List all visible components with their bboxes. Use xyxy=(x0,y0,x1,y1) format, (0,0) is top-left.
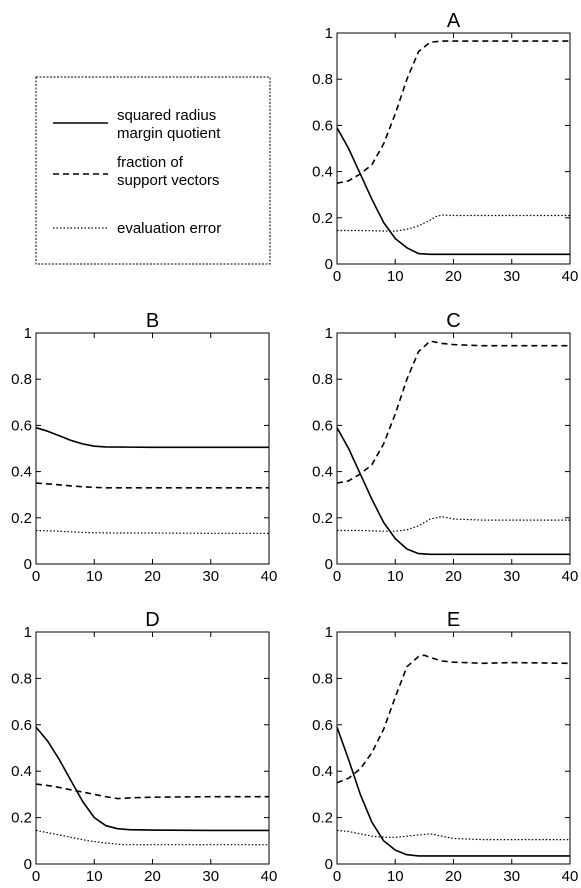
y-tick-label: 0.6 xyxy=(312,417,333,434)
series-line-solid xyxy=(336,427,570,556)
y-tick-label: 0.8 xyxy=(11,371,32,388)
y-tick-label: 0.8 xyxy=(312,670,333,687)
legend-label: support vectors xyxy=(117,172,220,189)
y-tick-label: 0.2 xyxy=(312,510,333,527)
plot-frame xyxy=(35,332,270,565)
x-tick-label: 40 xyxy=(562,268,579,285)
y-tick-label: 0 xyxy=(325,856,333,873)
series-line-solid xyxy=(35,726,269,832)
x-tick-label: 30 xyxy=(503,568,520,585)
y-tick-label: 1 xyxy=(325,624,333,641)
x-tick-label: 20 xyxy=(445,568,462,585)
panel-b: B 0 10 20 30 40 0 0.2 0.4 0.6 0.8 1 xyxy=(11,310,277,585)
x-tick-label: 30 xyxy=(503,868,520,885)
y-tick-label: 0 xyxy=(325,256,333,273)
y-tick-label: 0.6 xyxy=(312,717,333,734)
x-tick-label: 0 xyxy=(333,568,341,585)
y-tick-label: 0.6 xyxy=(11,717,32,734)
x-tick-label: 40 xyxy=(562,568,579,585)
series-line-dotted xyxy=(337,515,570,532)
x-tick-label: 30 xyxy=(503,268,520,285)
legend-label: evaluation error xyxy=(117,220,221,237)
y-tick-label: 0.8 xyxy=(312,71,333,88)
panel-title: A xyxy=(447,10,461,32)
legend-label: fraction of xyxy=(117,154,184,171)
series-line-dashed xyxy=(336,654,571,784)
legend-box xyxy=(35,76,271,265)
y-tick-label: 0 xyxy=(24,556,32,573)
y-tick-label: 1 xyxy=(325,25,333,42)
panel-c: C 0 10 20 30 40 0 0.2 0.4 0.6 0.8 1 xyxy=(312,310,578,585)
series-line-dashed xyxy=(336,340,570,484)
panel-e: E 0 10 20 30 40 0 0.2 0.4 0.6 0.8 1 xyxy=(312,609,578,885)
legend-entry-dotted: evaluation error xyxy=(53,220,221,237)
x-tick-label: 0 xyxy=(32,568,40,585)
y-tick-label: 0.6 xyxy=(11,417,32,434)
series-line-dashed xyxy=(35,783,269,800)
y-tick-label: 0.8 xyxy=(11,670,32,687)
y-tick-label: 1 xyxy=(24,624,32,641)
panel-title: E xyxy=(447,609,460,631)
x-tick-label: 10 xyxy=(387,868,404,885)
x-tick-label: 10 xyxy=(86,868,103,885)
x-tick-label: 20 xyxy=(144,868,161,885)
x-tick-label: 0 xyxy=(333,268,341,285)
y-tick-label: 0.4 xyxy=(312,763,333,780)
plot-frame xyxy=(336,631,571,865)
panel-title: B xyxy=(146,310,159,332)
y-tick-label: 0.2 xyxy=(11,810,32,827)
series-line-dotted xyxy=(35,529,269,534)
panel-a: A 0 10 20 30 40 0 0.2 0.4 0.6 0.8 1 xyxy=(312,10,578,285)
x-tick-label: 20 xyxy=(445,868,462,885)
x-tick-label: 0 xyxy=(32,868,40,885)
series-line-dashed xyxy=(336,40,570,184)
legend-label: margin quotient xyxy=(117,125,221,142)
y-tick-label: 0 xyxy=(325,556,333,573)
legend-label: squared radius xyxy=(117,107,216,124)
x-tick-label: 40 xyxy=(261,868,278,885)
y-tick-label: 0.4 xyxy=(312,464,333,481)
series-line-dotted xyxy=(336,829,570,841)
series-line-solid xyxy=(336,127,570,256)
x-tick-label: 10 xyxy=(86,568,103,585)
y-tick-label: 0.4 xyxy=(11,763,32,780)
x-tick-label: 0 xyxy=(333,868,341,885)
x-tick-label: 30 xyxy=(202,868,219,885)
panel-d: D 0 10 20 30 40 0 0.2 0.4 0.6 0.8 1 xyxy=(11,609,277,885)
y-tick-label: 0.6 xyxy=(312,117,333,134)
x-tick-label: 20 xyxy=(445,268,462,285)
y-tick-label: 1 xyxy=(24,325,32,342)
x-tick-label: 10 xyxy=(387,268,404,285)
x-tick-label: 40 xyxy=(562,868,579,885)
series-line-dotted xyxy=(337,214,570,232)
x-tick-label: 40 xyxy=(261,568,278,585)
y-tick-label: 1 xyxy=(325,325,333,342)
y-tick-label: 0.4 xyxy=(312,164,333,181)
x-tick-label: 30 xyxy=(202,568,219,585)
series-line-solid xyxy=(35,426,269,449)
x-tick-label: 20 xyxy=(144,568,161,585)
y-tick-label: 0 xyxy=(24,856,32,873)
panel-title: C xyxy=(446,310,460,332)
series-line-dashed xyxy=(35,482,269,489)
panel-title: D xyxy=(145,609,159,631)
series-line-dotted xyxy=(35,829,269,846)
x-tick-label: 10 xyxy=(387,568,404,585)
y-tick-label: 0.2 xyxy=(312,810,333,827)
y-tick-label: 0.4 xyxy=(11,464,32,481)
y-tick-label: 0.2 xyxy=(11,510,32,527)
plot-frame xyxy=(336,32,571,265)
y-tick-label: 0.8 xyxy=(312,371,333,388)
y-tick-label: 0.2 xyxy=(312,210,333,227)
plot-frame xyxy=(35,631,270,865)
plot-frame xyxy=(336,332,571,565)
series-line-solid xyxy=(336,726,570,857)
